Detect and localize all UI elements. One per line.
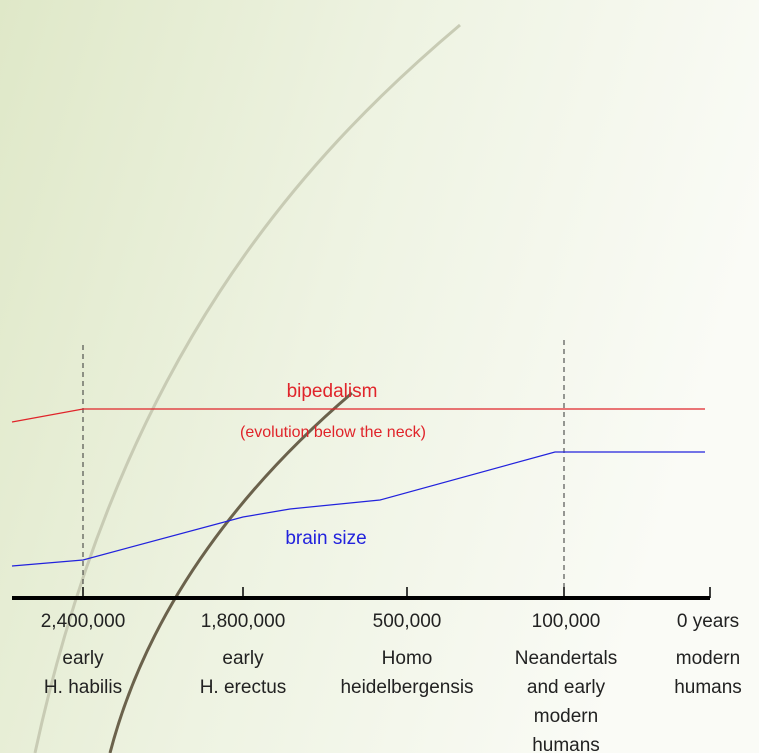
tick-caption: heidelbergensis <box>340 677 473 698</box>
bipedalism-label: bipedalism <box>287 381 378 402</box>
slide: bipedalism (evolution below the neck) br… <box>0 0 759 753</box>
tick-caption: modern <box>676 648 740 669</box>
tick-caption: humans <box>532 735 600 753</box>
tick-label: 100,000 <box>532 611 601 632</box>
tick-label: 2,400,000 <box>41 611 126 632</box>
tick-caption: H. habilis <box>44 677 122 698</box>
tick-caption: Neandertals <box>515 648 617 669</box>
background <box>0 0 759 753</box>
tick-label: 1,800,000 <box>201 611 286 632</box>
tick-caption: Homo <box>382 648 433 669</box>
tick-caption: early <box>62 648 104 669</box>
brain-size-label: brain size <box>285 528 366 549</box>
tick-label: 500,000 <box>373 611 442 632</box>
bipedalism-note: (evolution below the neck) <box>240 424 426 441</box>
tick-caption: and early <box>527 677 606 698</box>
tick-caption: H. erectus <box>200 677 287 698</box>
tick-label: 0 years <box>677 611 739 632</box>
tick-caption: early <box>222 648 264 669</box>
tick-caption: humans <box>674 677 742 698</box>
tick-caption: modern <box>534 706 598 727</box>
